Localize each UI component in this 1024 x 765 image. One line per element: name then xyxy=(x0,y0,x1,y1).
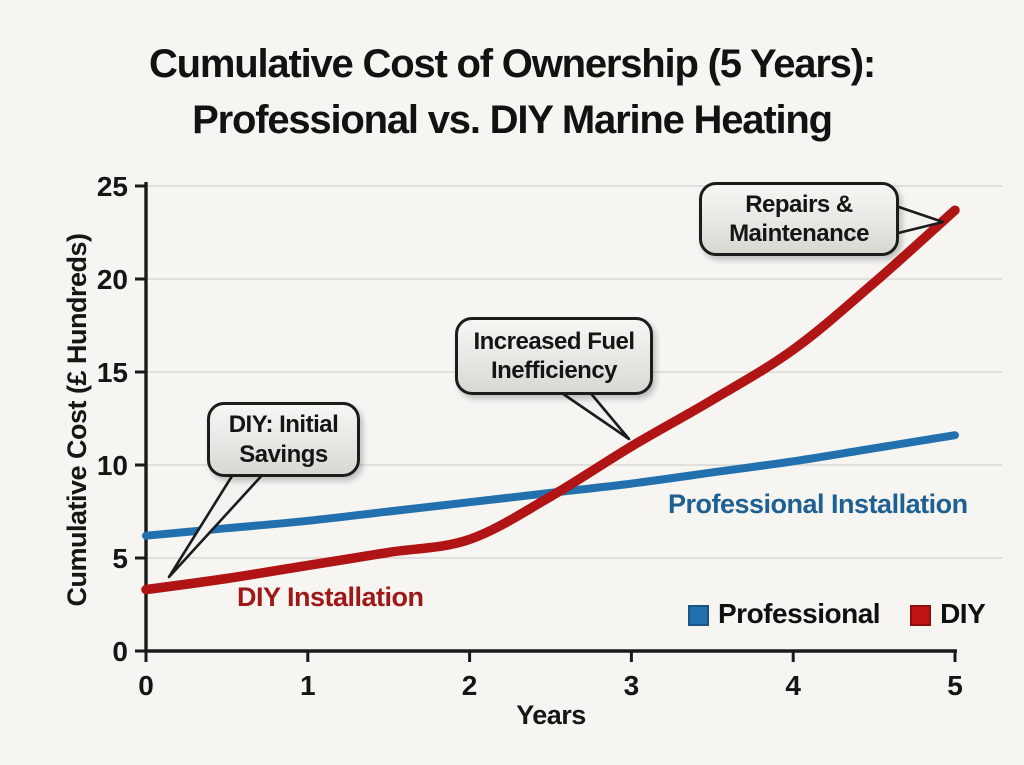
page-title-line2: Professional vs. DIY Marine Heating xyxy=(192,98,833,142)
callout-repairs-maintenance: Repairs & Maintenance xyxy=(699,182,899,256)
svg-text:4: 4 xyxy=(785,670,801,701)
svg-text:1: 1 xyxy=(300,670,316,701)
svg-text:5: 5 xyxy=(947,670,963,701)
professional-color-swatch-icon xyxy=(688,605,709,626)
callout-increased-fuel-inefficiency: Increased Fuel Inefficiency xyxy=(455,317,653,395)
callout-text-line: Increased Fuel xyxy=(473,327,635,355)
callout-text-line: Maintenance xyxy=(729,220,869,247)
series-label-professional: Professional Installation xyxy=(668,489,968,519)
svg-text:25: 25 xyxy=(97,171,128,202)
svg-text:2: 2 xyxy=(462,670,478,701)
page-title-line1: Cumulative Cost of Ownership (5 Years): xyxy=(149,42,876,86)
svg-text:20: 20 xyxy=(97,264,128,295)
callout-diy-initial-savings: DIY: Initial Savings xyxy=(207,402,360,477)
svg-text:15: 15 xyxy=(97,357,128,388)
svg-text:5: 5 xyxy=(112,543,128,574)
callout-text-line: DIY: Initial xyxy=(228,411,339,439)
legend-item-professional: Professional xyxy=(688,598,881,630)
series-label-diy: DIY Installation xyxy=(237,582,424,612)
svg-text:3: 3 xyxy=(624,670,640,701)
chart-legend: Professional DIY xyxy=(688,598,986,630)
legend-label-diy: DIY xyxy=(940,598,986,629)
y-axis-title: Cumulative Cost (£ Hundreds) xyxy=(62,233,92,607)
svg-text:0: 0 xyxy=(112,636,128,667)
diy-color-swatch-icon xyxy=(910,605,932,626)
legend-item-diy: DIY xyxy=(910,598,986,630)
svg-text:0: 0 xyxy=(138,670,154,701)
x-axis-title: Years xyxy=(516,700,586,730)
callout-text-line: Savings xyxy=(239,440,328,468)
legend-label-professional: Professional xyxy=(718,598,881,629)
callout-text-line: Repairs & xyxy=(745,190,853,218)
callout-text-line: Inefficiency xyxy=(490,357,618,384)
svg-text:10: 10 xyxy=(97,450,128,481)
